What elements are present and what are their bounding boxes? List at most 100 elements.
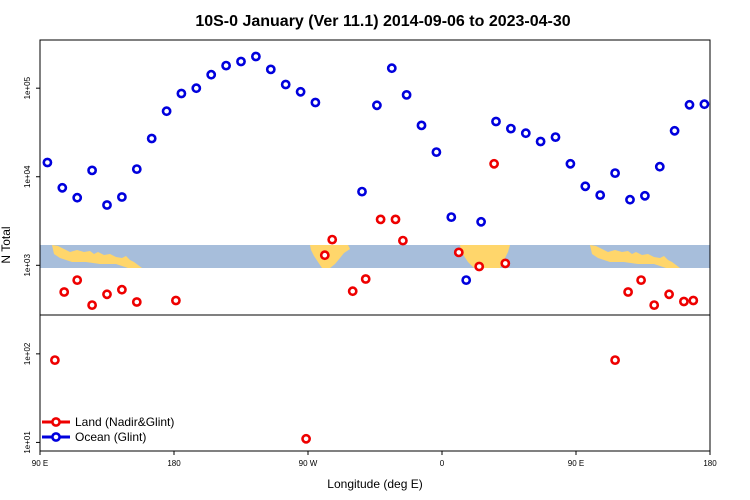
point-ocean-14	[250, 51, 261, 62]
point-land-17	[474, 261, 485, 272]
map-background	[40, 245, 710, 268]
y-tick-label-2: 1e+03	[23, 254, 32, 277]
point-land-14	[390, 214, 401, 225]
point-ocean-27	[476, 216, 486, 227]
point-land-8	[301, 433, 311, 444]
point-ocean-11	[206, 69, 217, 80]
point-ocean-23	[416, 120, 427, 131]
legend: Land (Nadir&Glint) Ocean (Glint)	[42, 415, 174, 444]
y-axis: 1e+01 1e+02 1e+03 1e+04 1e+05	[23, 76, 40, 454]
legend-item-ocean: Ocean (Glint)	[42, 430, 146, 444]
point-ocean-42	[699, 99, 710, 110]
legend-marker-ocean	[51, 432, 61, 442]
point-ocean-21	[386, 63, 397, 74]
x-axis-label: Longitude (deg E)	[327, 477, 422, 491]
point-ocean-6	[131, 164, 142, 174]
point-ocean-32	[550, 132, 561, 142]
point-ocean-3	[87, 165, 97, 176]
x-tick-label-4: 90 E	[568, 459, 584, 468]
point-land-6	[131, 297, 142, 307]
point-land-15	[397, 235, 408, 246]
point-land-20	[610, 355, 620, 365]
point-ocean-17	[295, 86, 306, 97]
point-ocean-38	[640, 190, 650, 201]
y-tick-label-1: 1e+02	[23, 342, 32, 365]
point-land-10	[327, 234, 338, 245]
x-tick-label-0: 90 E	[32, 459, 48, 468]
point-land-0	[50, 355, 60, 365]
chart-title: 10S-0 January (Ver 11.1) 2014-09-06 to 2…	[195, 13, 570, 30]
point-ocean-16	[280, 79, 291, 90]
point-ocean-7	[146, 133, 157, 144]
point-land-12	[360, 274, 371, 284]
point-ocean-8	[161, 106, 172, 117]
point-land-22	[636, 275, 646, 285]
map-land-australia-left	[52, 245, 142, 268]
point-land-24	[664, 289, 674, 300]
point-land-4	[102, 289, 112, 300]
point-land-5	[117, 284, 127, 295]
point-ocean-22	[401, 90, 412, 100]
y-tick-label-0: 1e+01	[23, 431, 32, 454]
point-land-11	[347, 286, 358, 297]
series-land-points	[50, 158, 699, 444]
point-ocean-0	[42, 157, 53, 168]
point-ocean-1	[57, 182, 68, 193]
point-land-23	[649, 300, 660, 310]
x-tick-label-2: 90 W	[299, 459, 318, 468]
point-ocean-36	[610, 168, 620, 178]
point-land-7	[170, 295, 181, 306]
point-ocean-25	[446, 212, 457, 222]
point-ocean-15	[265, 64, 276, 75]
point-land-21	[623, 287, 633, 297]
map-land-australia-right	[590, 245, 680, 268]
series-ocean-points	[42, 51, 710, 285]
point-land-3	[87, 300, 97, 310]
point-land-13	[375, 214, 386, 225]
point-ocean-39	[654, 161, 665, 172]
legend-label-ocean: Ocean (Glint)	[75, 430, 146, 444]
point-ocean-37	[625, 194, 635, 205]
point-land-18	[489, 158, 499, 169]
point-land-1	[59, 287, 70, 297]
point-land-25	[679, 296, 689, 307]
point-ocean-20	[371, 100, 382, 111]
x-tick-label-3: 0	[440, 459, 445, 468]
point-ocean-4	[102, 200, 112, 210]
point-ocean-26	[461, 275, 472, 285]
point-ocean-28	[491, 116, 501, 127]
point-ocean-10	[191, 83, 202, 94]
point-land-26	[688, 295, 699, 306]
point-ocean-40	[669, 125, 680, 136]
map-water-band	[40, 245, 710, 268]
point-ocean-2	[72, 192, 83, 203]
legend-item-land: Land (Nadir&Glint)	[42, 415, 174, 429]
point-ocean-19	[357, 186, 367, 197]
y-tick-label-3: 1e+04	[23, 165, 32, 188]
point-ocean-12	[221, 60, 231, 71]
point-land-9	[319, 250, 330, 261]
point-ocean-5	[117, 192, 127, 202]
x-tick-label-1: 180	[167, 459, 181, 468]
map-land-south-america	[310, 245, 350, 268]
legend-label-land: Land (Nadir&Glint)	[75, 415, 174, 429]
point-ocean-34	[580, 181, 591, 192]
point-ocean-31	[535, 136, 546, 147]
plot-frame	[39, 39, 711, 452]
x-axis: 90 E 180 90 W 0 90 E 180	[32, 451, 717, 468]
point-ocean-30	[520, 128, 531, 139]
point-land-19	[500, 258, 511, 269]
y-axis-label: N Total	[0, 226, 13, 263]
x-tick-label-5: 180	[703, 459, 717, 468]
point-ocean-35	[595, 190, 606, 200]
y-tick-label-4: 1e+05	[23, 76, 32, 99]
point-land-2	[72, 275, 83, 285]
point-land-16	[453, 247, 464, 258]
point-ocean-29	[505, 123, 516, 134]
point-ocean-9	[176, 88, 187, 99]
point-ocean-13	[236, 56, 246, 67]
point-ocean-33	[565, 158, 576, 169]
point-ocean-18	[310, 97, 321, 108]
point-ocean-41	[684, 99, 695, 110]
